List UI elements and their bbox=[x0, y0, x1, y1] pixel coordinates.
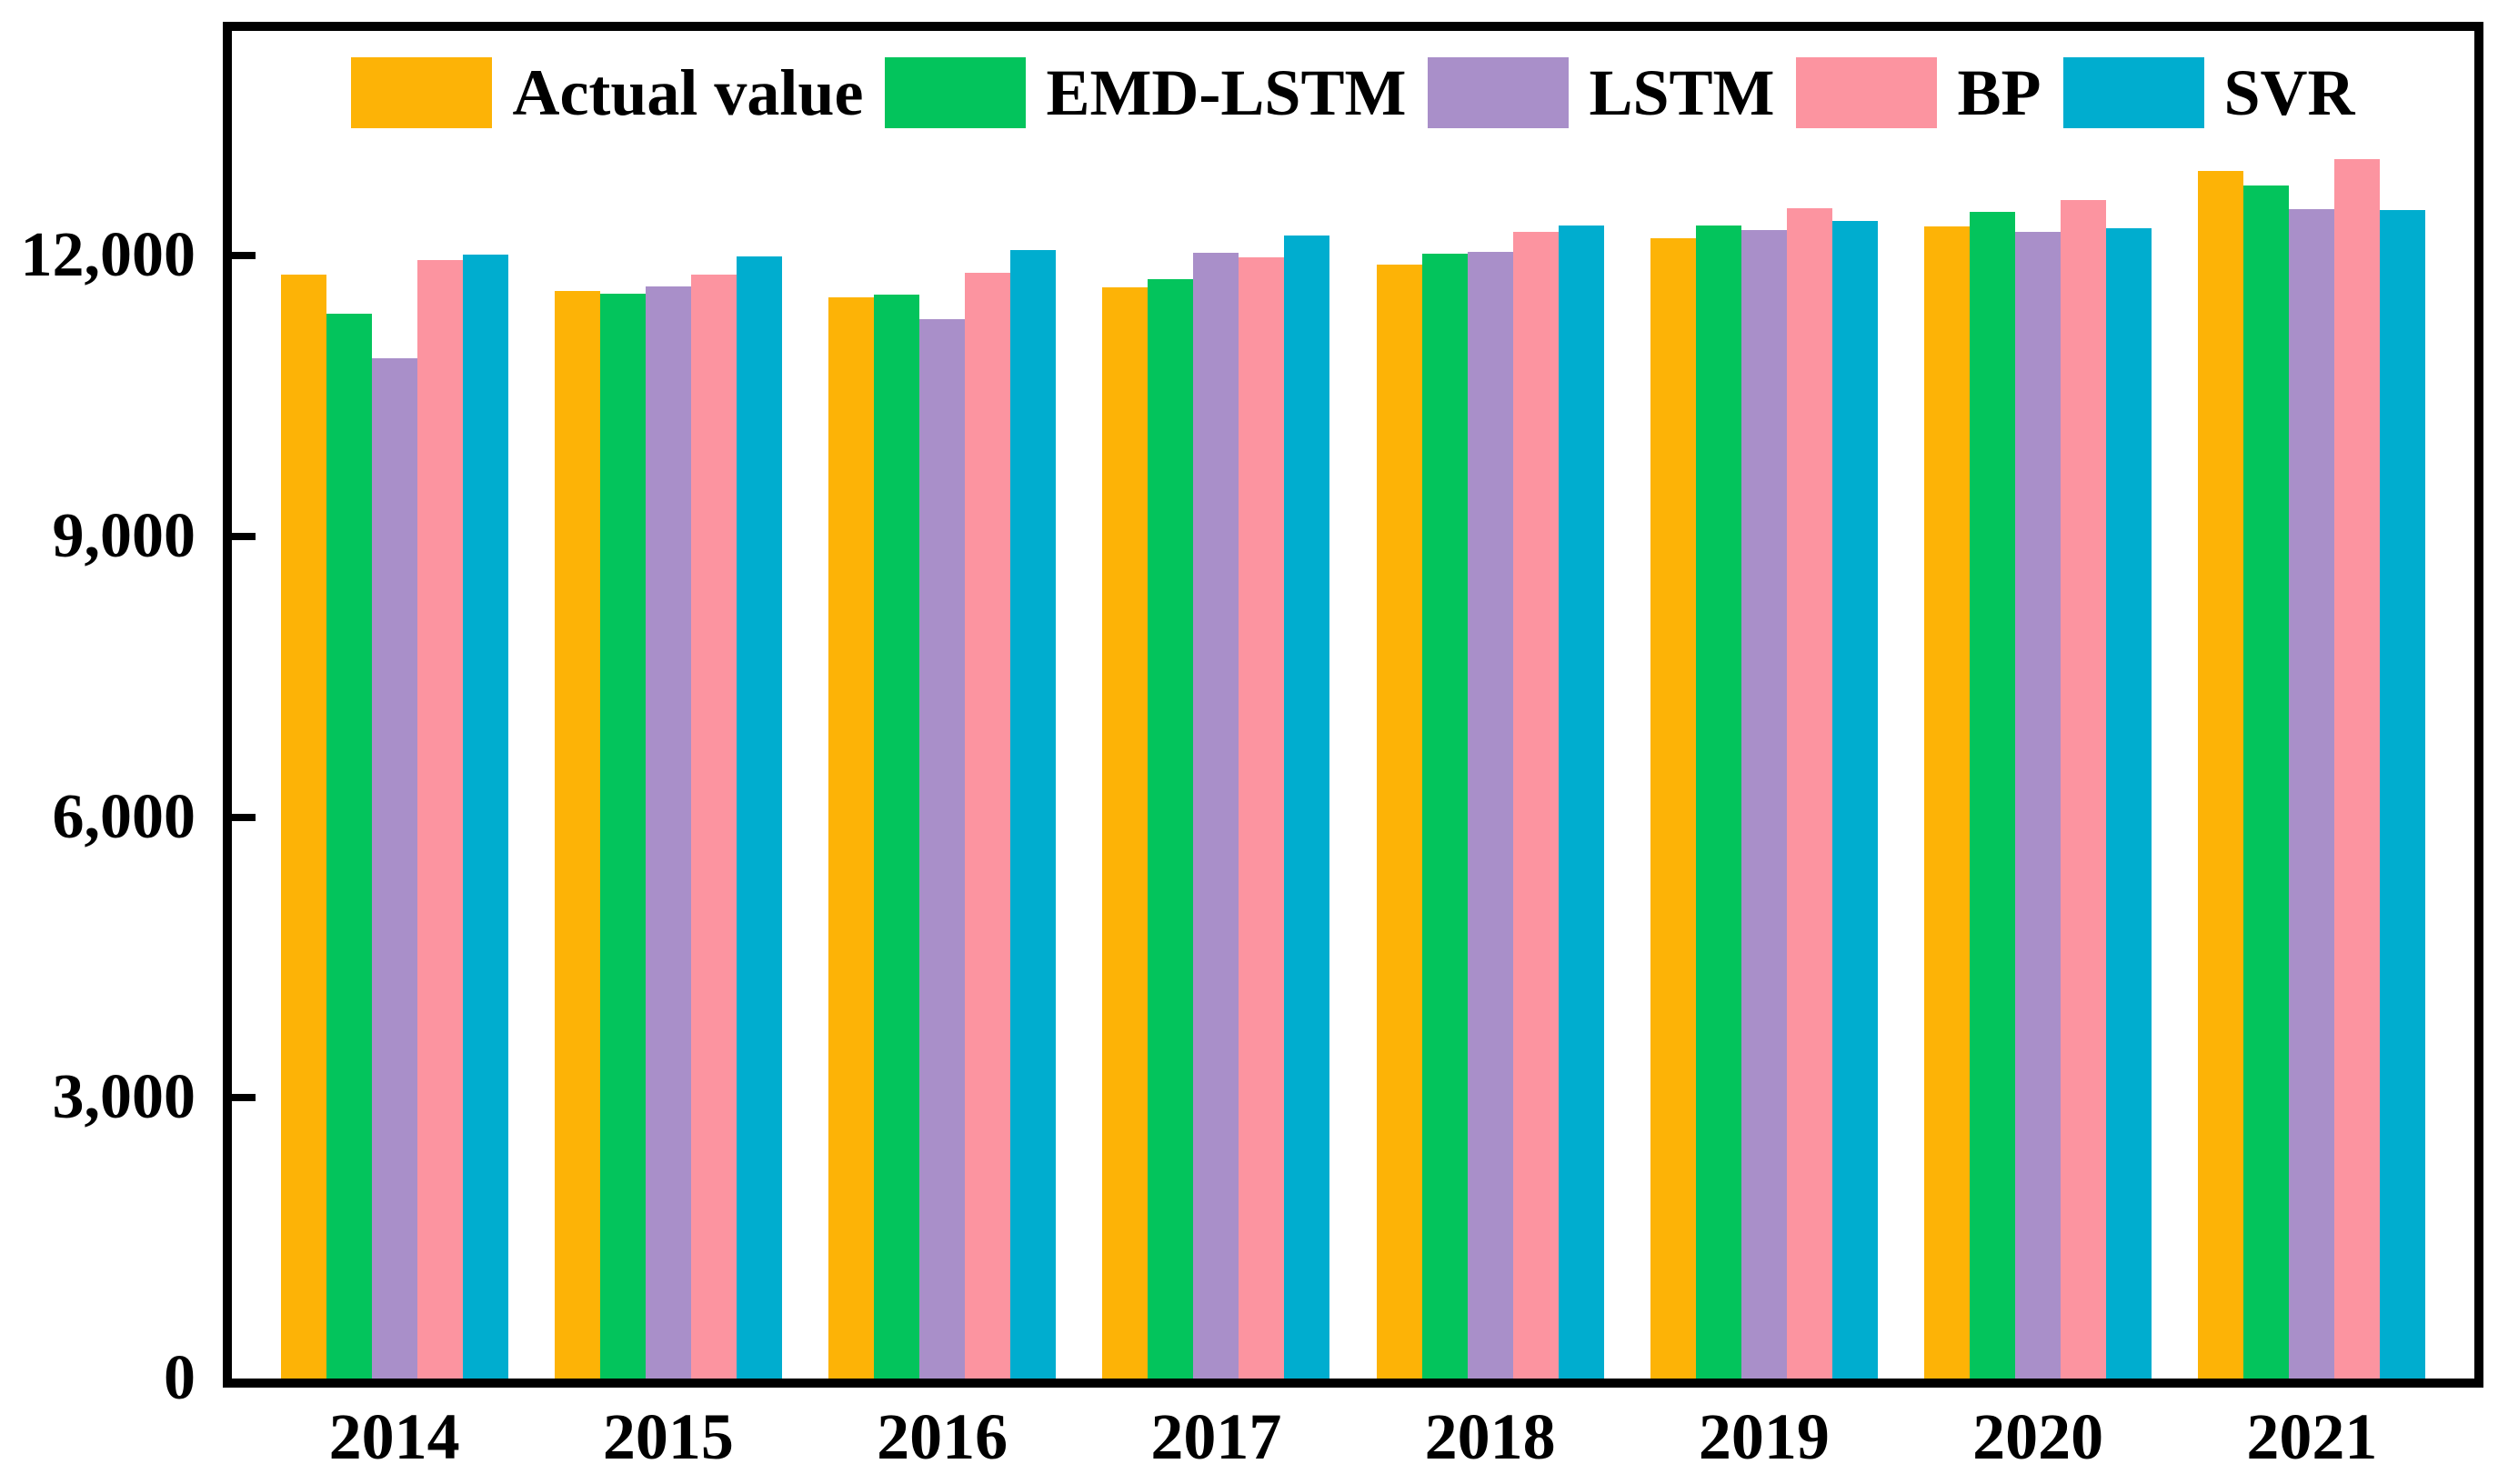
legend-swatch-svr bbox=[2062, 57, 2204, 128]
x-tick-label: 2014 bbox=[328, 1400, 460, 1473]
bar-group-2019 bbox=[1627, 31, 1901, 1379]
legend-swatch-bp bbox=[1796, 57, 1938, 128]
bar-actual-value-2015 bbox=[554, 291, 600, 1379]
x-tick-label: 2021 bbox=[2246, 1400, 2378, 1473]
y-tick-mark bbox=[232, 1094, 256, 1102]
legend-item-actual-value: Actual value bbox=[351, 56, 863, 129]
bar-group-2018 bbox=[1353, 31, 1627, 1379]
x-tick-label: 2019 bbox=[1698, 1400, 1830, 1473]
bar-emd-lstm-2017 bbox=[1148, 278, 1194, 1379]
y-tick-label: 9,000 bbox=[52, 500, 196, 571]
legend-label: SVR bbox=[2223, 56, 2355, 129]
bar-emd-lstm-2016 bbox=[874, 295, 920, 1379]
legend-swatch-actual-value bbox=[351, 57, 493, 128]
bar-lstm-2017 bbox=[1193, 252, 1239, 1379]
bar-groups bbox=[232, 31, 2474, 1379]
y-tick-label: 6,000 bbox=[52, 781, 196, 852]
bar-group-2014 bbox=[257, 31, 531, 1379]
bar-svr-2015 bbox=[736, 256, 782, 1379]
legend-swatch-emd-lstm bbox=[885, 57, 1027, 128]
bar-svr-2018 bbox=[1558, 226, 1604, 1379]
legend-item-svr: SVR bbox=[2062, 56, 2355, 129]
bar-emd-lstm-2014 bbox=[326, 313, 372, 1379]
x-axis: 2014 2015 2016 2017 2018 2019 2020 2021 bbox=[232, 1400, 2474, 1473]
bar-emd-lstm-2020 bbox=[1970, 211, 2016, 1379]
bar-svr-2020 bbox=[2106, 228, 2152, 1379]
bar-bp-2019 bbox=[1786, 207, 1832, 1379]
bar-svr-2017 bbox=[1284, 236, 1330, 1379]
bar-lstm-2014 bbox=[371, 358, 417, 1379]
bar-bp-2018 bbox=[1512, 232, 1559, 1379]
bar-actual-value-2016 bbox=[828, 297, 875, 1379]
bar-actual-value-2014 bbox=[280, 274, 326, 1379]
bar-bp-2015 bbox=[690, 274, 737, 1379]
x-tick-label: 2017 bbox=[1150, 1400, 1282, 1473]
legend-label: BP bbox=[1957, 56, 2042, 129]
plot-area: Actual value EMD-LSTM LSTM BP SVR bbox=[232, 31, 2474, 1379]
x-tick-label: 2018 bbox=[1424, 1400, 1556, 1473]
bar-lstm-2021 bbox=[2289, 208, 2335, 1379]
legend-item-lstm: LSTM bbox=[1428, 56, 1774, 129]
y-axis: 0 3,000 6,000 9,000 12,000 bbox=[0, 0, 196, 1484]
bar-actual-value-2020 bbox=[1924, 226, 1971, 1379]
bar-emd-lstm-2018 bbox=[1421, 253, 1468, 1379]
legend-item-emd-lstm: EMD-LSTM bbox=[885, 56, 1406, 129]
y-tick-label: 12,000 bbox=[20, 220, 196, 290]
y-tick-label: 3,000 bbox=[52, 1062, 196, 1133]
y-tick-mark bbox=[232, 532, 256, 540]
legend-item-bp: BP bbox=[1796, 56, 2042, 129]
bar-group-2015 bbox=[531, 31, 805, 1379]
bar-bp-2020 bbox=[2061, 200, 2107, 1379]
bar-lstm-2015 bbox=[645, 286, 691, 1379]
bar-bp-2014 bbox=[416, 260, 463, 1379]
legend: Actual value EMD-LSTM LSTM BP SVR bbox=[232, 56, 2474, 129]
bar-lstm-2019 bbox=[1741, 230, 1787, 1379]
bar-lstm-2020 bbox=[2015, 232, 2062, 1379]
x-tick-label: 2016 bbox=[877, 1400, 1008, 1473]
x-tick-label: 2015 bbox=[602, 1400, 734, 1473]
bar-lstm-2016 bbox=[919, 318, 966, 1379]
bar-emd-lstm-2015 bbox=[599, 294, 646, 1379]
bar-actual-value-2018 bbox=[1376, 265, 1422, 1379]
bar-group-2020 bbox=[1901, 31, 2175, 1379]
bar-bp-2021 bbox=[2334, 159, 2381, 1379]
bar-emd-lstm-2021 bbox=[2243, 185, 2290, 1379]
legend-label: LSTM bbox=[1589, 56, 1775, 129]
plot-frame: Actual value EMD-LSTM LSTM BP SVR bbox=[223, 22, 2483, 1388]
bar-actual-value-2017 bbox=[1102, 287, 1149, 1379]
bar-group-2021 bbox=[2175, 31, 2449, 1379]
legend-label: Actual value bbox=[512, 56, 864, 129]
y-tick-mark bbox=[232, 813, 256, 821]
x-tick-label: 2020 bbox=[1972, 1400, 2104, 1473]
bar-group-2017 bbox=[1079, 31, 1353, 1379]
y-tick-label: 0 bbox=[164, 1343, 196, 1413]
bar-actual-value-2021 bbox=[2198, 171, 2244, 1379]
y-tick-mark bbox=[232, 252, 256, 259]
bar-lstm-2018 bbox=[1467, 251, 1513, 1379]
bar-svr-2014 bbox=[462, 254, 508, 1379]
bar-svr-2016 bbox=[1010, 249, 1057, 1379]
bar-group-2016 bbox=[806, 31, 1079, 1379]
bar-svr-2021 bbox=[2380, 209, 2426, 1379]
bar-bp-2017 bbox=[1239, 257, 1285, 1379]
bar-bp-2016 bbox=[965, 272, 1011, 1379]
bar-svr-2019 bbox=[1831, 220, 1878, 1379]
legend-swatch-lstm bbox=[1428, 57, 1570, 128]
bar-emd-lstm-2019 bbox=[1695, 226, 1741, 1379]
bar-actual-value-2019 bbox=[1650, 238, 1696, 1379]
legend-label: EMD-LSTM bbox=[1046, 56, 1407, 129]
